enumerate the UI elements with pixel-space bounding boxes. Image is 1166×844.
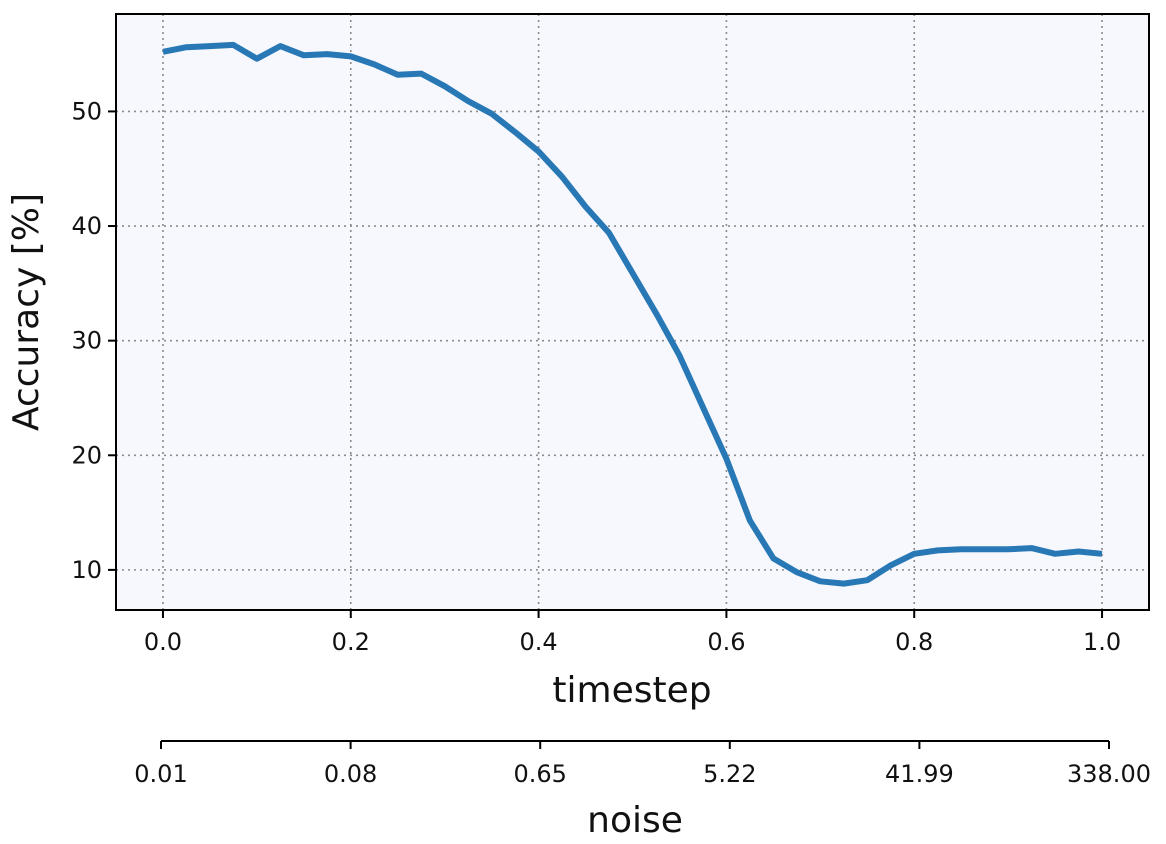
y-tick-label: 30 xyxy=(71,327,102,355)
x-tick-label: 0.0 xyxy=(144,628,182,656)
y-tick-label: 40 xyxy=(71,212,102,240)
plot-background xyxy=(116,14,1149,610)
x-axis-ticks: 0.0 0.2 0.4 0.6 0.8 1.0 xyxy=(144,610,1121,656)
y-axis-ticks: 10 20 30 40 50 xyxy=(71,97,116,584)
noise-tick-label: 41.99 xyxy=(885,760,954,788)
y-tick-label: 10 xyxy=(71,556,102,584)
y-tick-label: 50 xyxy=(71,97,102,125)
series-layer xyxy=(162,41,1103,587)
accuracy-line xyxy=(162,41,1103,587)
noise-tick-label: 0.08 xyxy=(324,760,377,788)
x-tick-label: 0.4 xyxy=(520,628,558,656)
y-tick-label: 20 xyxy=(71,441,102,469)
x-tick-label: 1.0 xyxy=(1083,628,1121,656)
x-tick-label: 0.8 xyxy=(895,628,933,656)
noise-tick-label: 0.65 xyxy=(513,760,566,788)
y-axis-title: Accuracy [%] xyxy=(6,193,47,431)
noise-axis-title: noise xyxy=(587,800,683,841)
noise-axis-ticks: 0.01 0.08 0.65 5.22 41.99 338.00 xyxy=(134,741,1151,788)
x-axis-title: timestep xyxy=(552,670,711,711)
noise-tick-label: 5.22 xyxy=(703,760,756,788)
noise-tick-label: 0.01 xyxy=(134,760,187,788)
x-tick-label: 0.2 xyxy=(332,628,370,656)
plot-frame xyxy=(115,13,1150,611)
x-tick-label: 0.6 xyxy=(707,628,745,656)
noise-tick-label: 338.00 xyxy=(1067,760,1151,788)
grid xyxy=(116,14,1149,610)
